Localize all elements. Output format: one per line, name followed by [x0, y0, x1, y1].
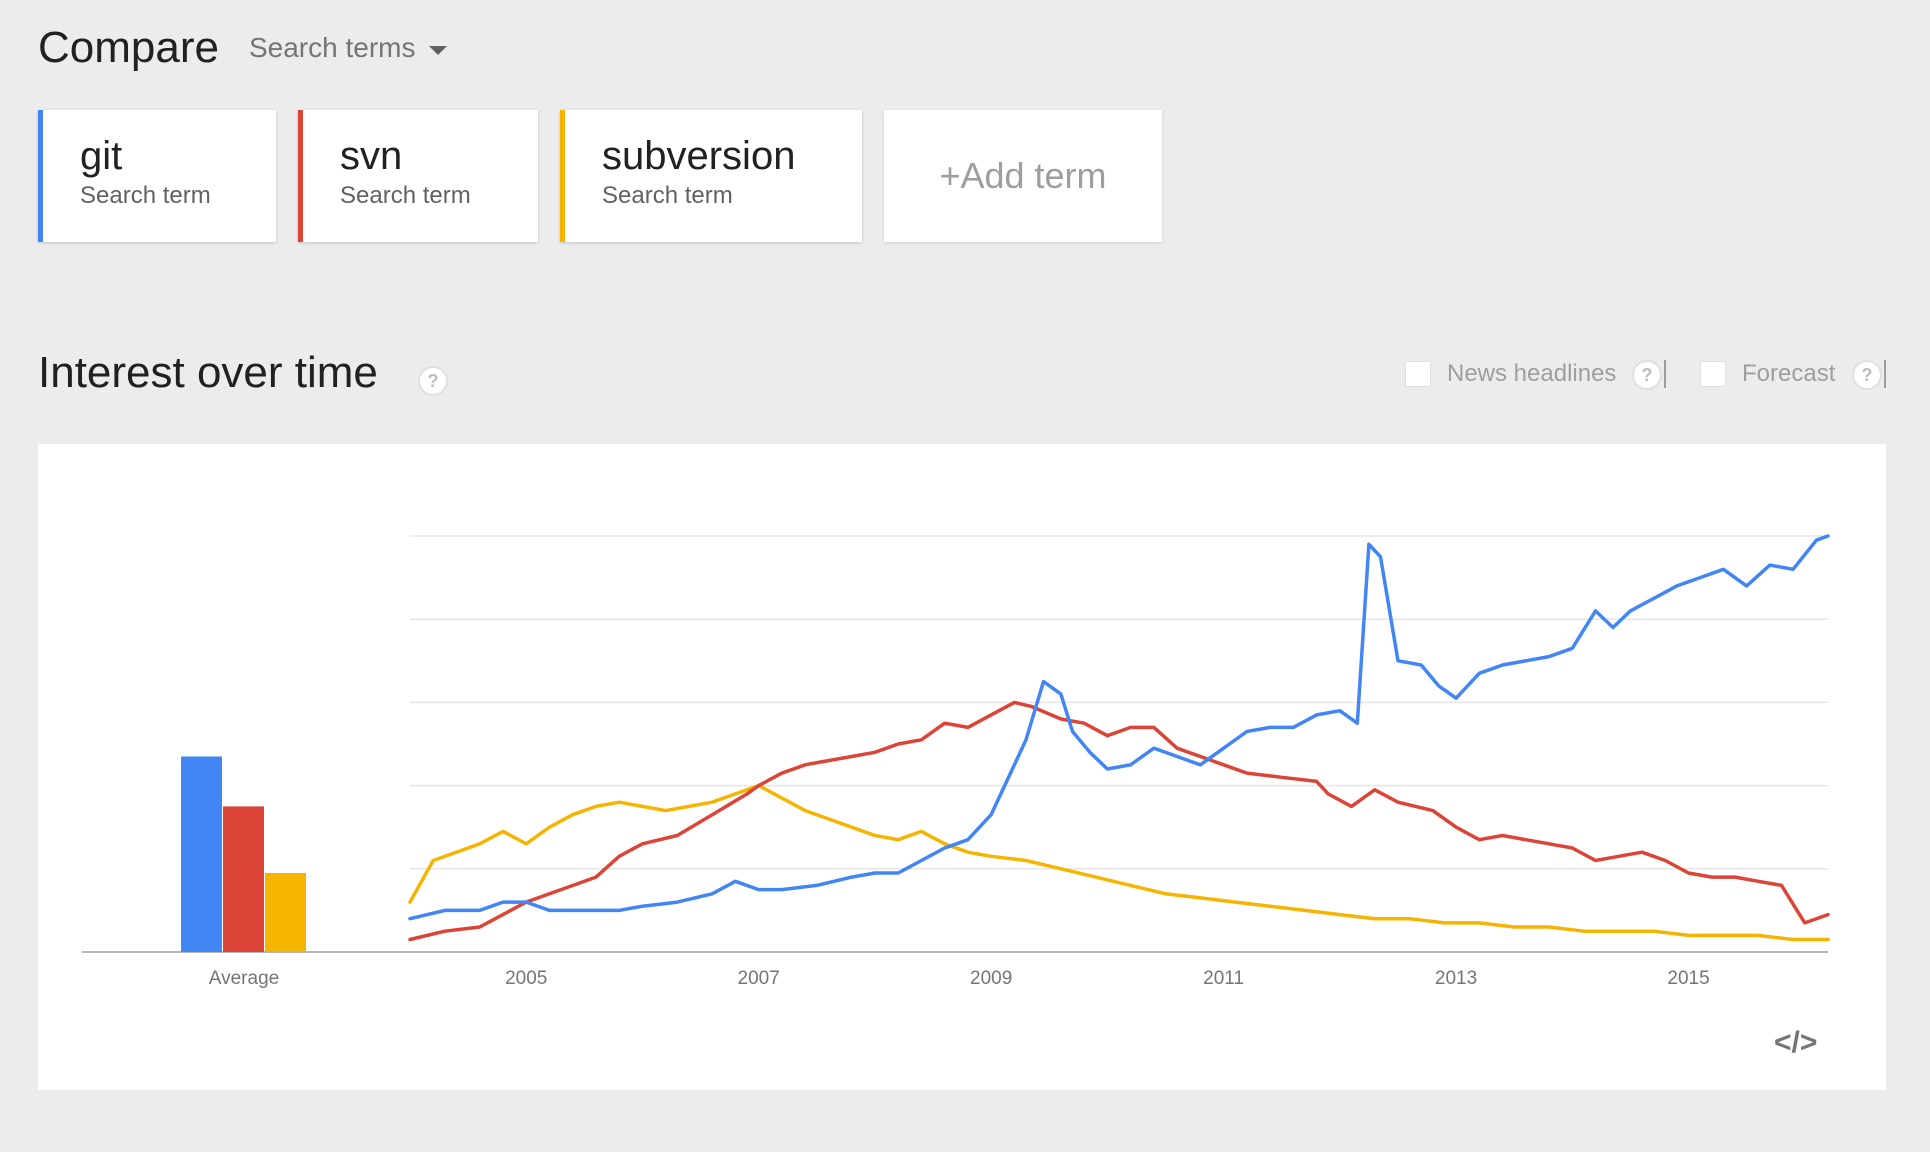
term-subtitle: Search term [80, 182, 211, 209]
news-headlines-help-icon[interactable]: ? [1632, 360, 1662, 390]
term-card-git[interactable]: git Search term [38, 110, 276, 242]
term-name: git [80, 134, 123, 178]
x-tick-label: 2009 [970, 968, 1012, 989]
add-term-label: +Add term [939, 155, 1107, 196]
term-name: svn [340, 134, 403, 178]
interest-chart-panel: Average 2005 2007 2009 2011 2013 2015 [38, 444, 1886, 1090]
term-name: subversion [602, 134, 796, 178]
x-tick-label: 2005 [505, 968, 547, 989]
average-bar-subversion [265, 872, 306, 952]
term-color-bar [38, 110, 43, 242]
section-title: Interest over time [38, 348, 378, 397]
series-line-svn [408, 700, 1830, 942]
divider [1664, 360, 1666, 388]
term-card-svn[interactable]: svn Search term [298, 110, 538, 242]
news-headlines-checkbox[interactable] [1405, 361, 1431, 387]
term-card-subversion[interactable]: subversion Search term [560, 110, 862, 242]
help-icon[interactable]: ? [418, 366, 448, 396]
x-tick-label: 2015 [1667, 968, 1709, 989]
search-terms-label: Search terms [248, 32, 416, 63]
term-color-bar [560, 110, 565, 242]
x-tick-label: 2007 [738, 968, 780, 989]
forecast-checkbox[interactable] [1700, 361, 1726, 387]
page-title: Compare [38, 23, 219, 72]
average-label: Average [209, 968, 279, 989]
series-line-subversion [408, 783, 1830, 942]
news-headlines-label: News headlines [1447, 360, 1617, 387]
divider [1884, 360, 1886, 388]
forecast-label: Forecast [1742, 360, 1836, 387]
embed-code-icon[interactable]: </> [1774, 1026, 1818, 1059]
term-subtitle: Search term [602, 182, 733, 209]
chevron-down-icon [429, 45, 448, 55]
series-line-git [408, 534, 1830, 921]
average-bar-git [181, 756, 222, 952]
term-color-bar [298, 110, 303, 242]
search-terms-dropdown[interactable]: Search terms [249, 32, 448, 64]
x-tick-label: 2011 [1203, 968, 1244, 989]
compare-header: Compare Search terms [38, 18, 448, 78]
interest-chart: Average 2005 2007 2009 2011 2013 2015 [82, 534, 1830, 989]
forecast-help-icon[interactable]: ? [1852, 360, 1882, 390]
add-term-button[interactable]: +Add term [884, 110, 1162, 242]
term-subtitle: Search term [340, 182, 471, 209]
x-tick-label: 2013 [1435, 968, 1477, 989]
average-bar-svn [223, 806, 264, 952]
